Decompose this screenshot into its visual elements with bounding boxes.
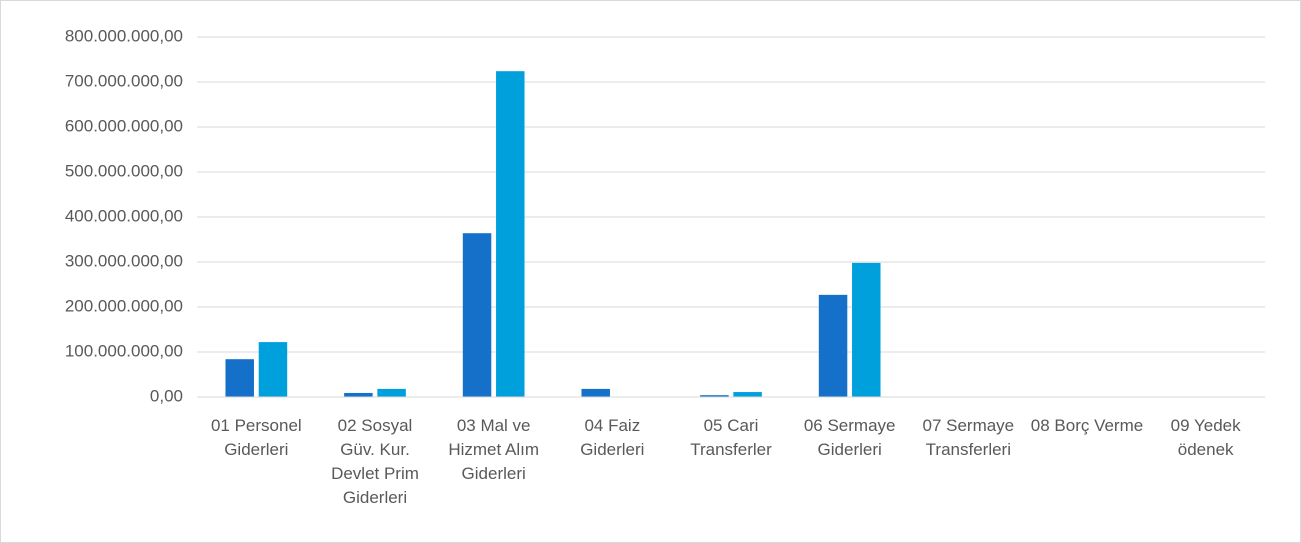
y-tick-label: 600.000.000,00: [65, 116, 183, 135]
y-tick-label: 800.000.000,00: [65, 26, 183, 45]
bar: [258, 342, 288, 397]
bar: [462, 233, 492, 397]
y-tick-label: 100.000.000,00: [65, 341, 183, 360]
y-tick-label: 700.000.000,00: [65, 71, 183, 90]
y-tick-label: 300.000.000,00: [65, 251, 183, 270]
bar: [818, 294, 848, 397]
bar: [344, 392, 373, 397]
x-tick-label: 06 Sermaye Giderleri: [804, 416, 896, 459]
bar: [852, 262, 881, 397]
x-tick-label: 02 Sosyal Güv. Kur. Devlet Prim Giderleri: [331, 416, 419, 507]
y-tick-label: 0,00: [150, 386, 183, 405]
y-tick-label: 500.000.000,00: [65, 161, 183, 180]
y-tick-label: 200.000.000,00: [65, 296, 183, 315]
bar: [225, 359, 254, 397]
x-tick-label: 03 Mal ve Hizmet Alım Giderleri: [448, 416, 539, 483]
bar: [581, 388, 610, 397]
bar: [377, 388, 406, 397]
x-tick-label: 05 Cari Transferler: [690, 416, 772, 459]
bar: [700, 395, 729, 397]
y-tick-label: 400.000.000,00: [65, 206, 183, 225]
bar: [733, 392, 762, 397]
bar: [496, 71, 525, 397]
x-tick-label: 08 Borç Verme: [1031, 416, 1143, 435]
x-tick-label: 01 Personel Giderleri: [211, 416, 302, 459]
x-tick-label: 07 Sermaye Transferleri: [922, 416, 1014, 459]
x-tick-label: 09 Yedek ödenek: [1171, 416, 1241, 459]
x-tick-label: 04 Faiz Giderleri: [580, 416, 644, 459]
